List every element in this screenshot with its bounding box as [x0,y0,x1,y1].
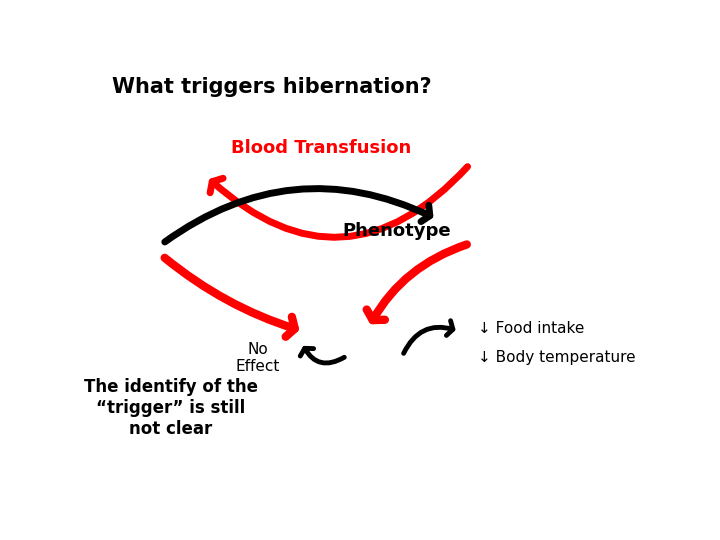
FancyArrowPatch shape [366,245,467,320]
FancyArrowPatch shape [165,188,430,242]
FancyArrowPatch shape [165,258,294,337]
FancyArrowPatch shape [300,348,344,363]
FancyArrowPatch shape [210,167,467,237]
FancyArrowPatch shape [404,321,453,353]
Text: ↓ Body temperature: ↓ Body temperature [478,350,636,366]
Text: No
Effect: No Effect [235,342,279,374]
Text: The identify of the
“trigger” is still
not clear: The identify of the “trigger” is still n… [84,378,258,437]
Text: Blood Transfusion: Blood Transfusion [231,139,412,157]
Text: Phenotype: Phenotype [343,222,451,240]
Text: What triggers hibernation?: What triggers hibernation? [112,77,432,97]
Text: ↓ Food intake: ↓ Food intake [478,321,584,336]
